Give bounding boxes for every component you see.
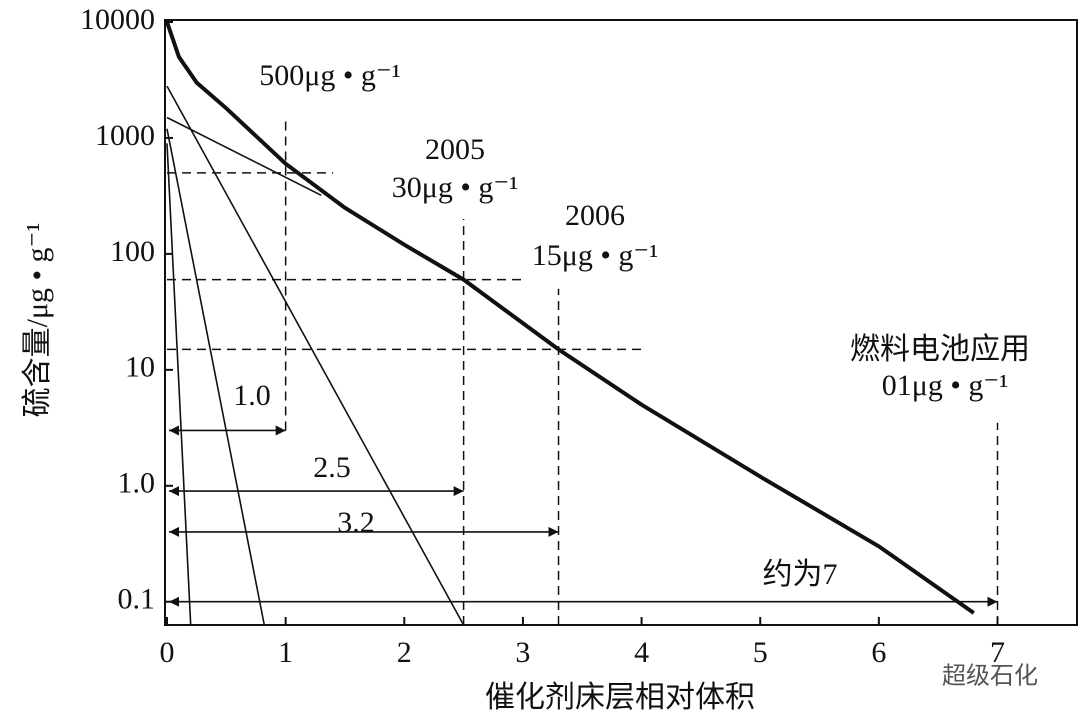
x-tick-label: 6	[871, 636, 886, 669]
y-tick-label: 1000	[95, 119, 155, 152]
range-label: 1.0	[233, 379, 271, 412]
annotation: 500μg • g⁻¹	[259, 59, 400, 92]
series-line	[166, 116, 322, 197]
x-tick-label: 0	[160, 636, 175, 669]
y-axis-label: 硫含量/μg • g⁻¹	[21, 223, 54, 418]
annotation: 2006	[565, 199, 625, 232]
annotation: 2005	[425, 133, 485, 166]
y-tick-label: 100	[110, 235, 155, 268]
y-tick-label: 0.1	[118, 583, 156, 616]
x-tick-label: 1	[278, 636, 293, 669]
x-axis-label: 催化剂床层相对体积	[485, 681, 755, 714]
x-tick-label: 4	[634, 636, 649, 669]
x-tick-label: 2	[397, 636, 412, 669]
x-tick-label: 3	[515, 636, 530, 669]
annotation: 01μg • g⁻¹	[882, 369, 1008, 402]
series-line	[166, 143, 192, 626]
y-tick-label: 10	[125, 351, 155, 384]
range-label: 约为7	[763, 558, 838, 591]
x-tick-label: 5	[753, 636, 768, 669]
series-line	[166, 128, 266, 626]
range-label: 3.2	[337, 506, 375, 539]
range-label: 2.5	[313, 451, 351, 484]
annotation: 燃料电池应用	[850, 333, 1030, 366]
annotation: 30μg • g⁻¹	[392, 171, 518, 204]
x-tick-label: 7	[990, 636, 1005, 669]
series-line	[165, 21, 975, 615]
y-tick-label: 10000	[80, 3, 155, 36]
plot-frame	[164, 19, 1078, 626]
annotation: 15μg • g⁻¹	[532, 239, 658, 272]
watermark: 超级石化	[942, 663, 1038, 690]
y-tick-label: 1.0	[118, 467, 156, 500]
